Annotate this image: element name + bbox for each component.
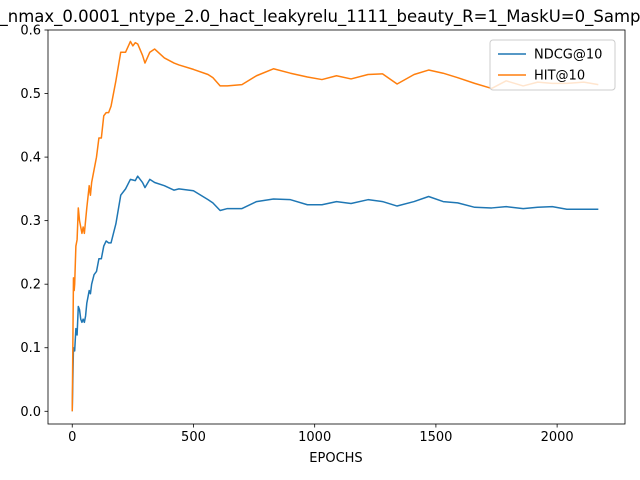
y-tick-label: 0.5 — [20, 87, 41, 102]
y-tick-label: 0.2 — [20, 278, 41, 293]
axes-frame — [47, 29, 626, 425]
series-line-1 — [71, 40, 599, 412]
x-tick-label: 2000 — [541, 430, 574, 445]
plot-area — [71, 40, 599, 412]
y-tick-label: 0.3 — [20, 214, 41, 229]
x-tick-label: 1000 — [298, 430, 331, 445]
legend-box — [489, 39, 616, 91]
y-tick-label: 0.4 — [20, 151, 41, 166]
x-tick-label: 0 — [68, 430, 76, 445]
legend-label-0: NDCG@10 — [534, 48, 602, 63]
y-tick-label: 0.0 — [20, 405, 41, 420]
series-line-0 — [71, 175, 599, 412]
legend: NDCG@10 HIT@10 — [489, 39, 616, 91]
axes: 0 500 1000 1500 2000 0.0 0.1 0.2 0.3 0.4 0.5 0.6 — [20, 24, 626, 445]
x-tick-label: 500 — [181, 430, 206, 445]
y-tick-label: 0.6 — [20, 24, 41, 39]
y-tick-label: 0.1 — [20, 341, 41, 356]
x-axis-label: EPOCHS — [309, 451, 362, 466]
x-tick-label: 1500 — [419, 430, 452, 445]
legend-label-1: HIT@10 — [534, 69, 585, 84]
chart-title: _nmax_0.0001_ntype_2.0_hact_leakyrelu_11… — [0, 7, 640, 27]
